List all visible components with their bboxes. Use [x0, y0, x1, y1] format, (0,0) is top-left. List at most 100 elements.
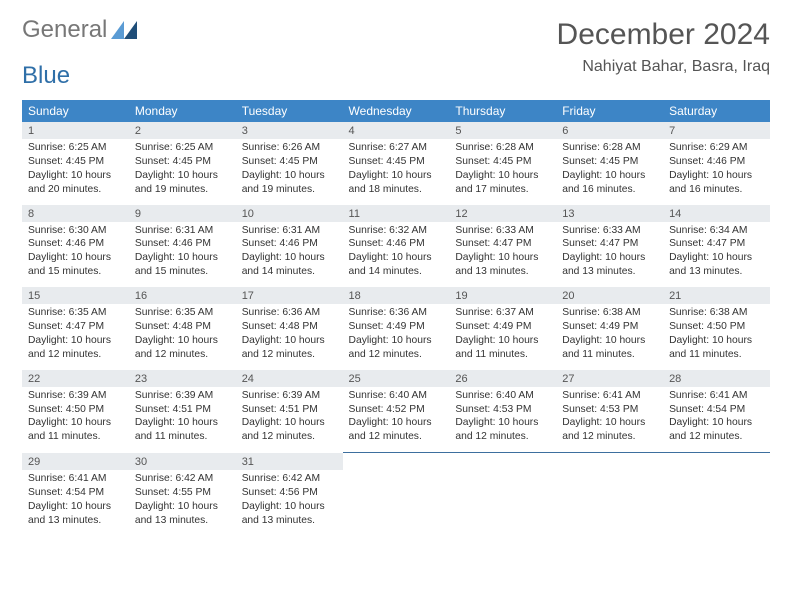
day-number-cell: 9 — [129, 205, 236, 222]
sunset-line: Sunset: 4:45 PM — [455, 155, 550, 169]
day-detail-cell — [556, 470, 663, 536]
daylight-line: Daylight: 10 hours and 12 minutes. — [669, 416, 764, 444]
day-detail-cell: Sunrise: 6:33 AMSunset: 4:47 PMDaylight:… — [449, 222, 556, 288]
day-detail-cell: Sunrise: 6:39 AMSunset: 4:51 PMDaylight:… — [129, 387, 236, 453]
sunset-line: Sunset: 4:45 PM — [135, 155, 230, 169]
sunset-line: Sunset: 4:46 PM — [349, 237, 444, 251]
day-detail-cell — [663, 470, 770, 536]
day-number-cell: 13 — [556, 205, 663, 222]
sunset-line: Sunset: 4:54 PM — [28, 486, 123, 500]
daylight-line: Daylight: 10 hours and 13 minutes. — [562, 251, 657, 279]
weekday-header: Tuesday — [236, 100, 343, 122]
day-number-row: 1234567 — [22, 122, 770, 139]
daylight-line: Daylight: 10 hours and 12 minutes. — [242, 416, 337, 444]
day-number-cell: 20 — [556, 287, 663, 304]
daylight-line: Daylight: 10 hours and 13 minutes. — [242, 500, 337, 528]
month-title: December 2024 — [557, 18, 770, 52]
sunrise-line: Sunrise: 6:36 AM — [349, 306, 444, 320]
sunrise-line: Sunrise: 6:27 AM — [349, 141, 444, 155]
sunset-line: Sunset: 4:54 PM — [669, 403, 764, 417]
sunrise-line: Sunrise: 6:39 AM — [28, 389, 123, 403]
day-detail-cell: Sunrise: 6:42 AMSunset: 4:56 PMDaylight:… — [236, 470, 343, 536]
sunset-line: Sunset: 4:50 PM — [669, 320, 764, 334]
day-number-row: 15161718192021 — [22, 287, 770, 304]
day-number-row: 293031 — [22, 453, 770, 471]
daylight-line: Daylight: 10 hours and 14 minutes. — [242, 251, 337, 279]
sunrise-line: Sunrise: 6:34 AM — [669, 224, 764, 238]
day-number-cell: 14 — [663, 205, 770, 222]
sunrise-line: Sunrise: 6:38 AM — [669, 306, 764, 320]
day-detail-cell: Sunrise: 6:35 AMSunset: 4:48 PMDaylight:… — [129, 304, 236, 370]
day-detail-cell: Sunrise: 6:40 AMSunset: 4:53 PMDaylight:… — [449, 387, 556, 453]
daylight-line: Daylight: 10 hours and 12 minutes. — [455, 416, 550, 444]
daylight-line: Daylight: 10 hours and 13 minutes. — [28, 500, 123, 528]
daylight-line: Daylight: 10 hours and 12 minutes. — [349, 334, 444, 362]
sunset-line: Sunset: 4:45 PM — [349, 155, 444, 169]
sunset-line: Sunset: 4:45 PM — [28, 155, 123, 169]
day-number-cell: 26 — [449, 370, 556, 387]
day-detail-cell: Sunrise: 6:41 AMSunset: 4:54 PMDaylight:… — [22, 470, 129, 536]
day-detail-cell: Sunrise: 6:27 AMSunset: 4:45 PMDaylight:… — [343, 139, 450, 205]
weekday-header: Saturday — [663, 100, 770, 122]
day-detail-cell: Sunrise: 6:33 AMSunset: 4:47 PMDaylight:… — [556, 222, 663, 288]
day-detail-cell — [449, 470, 556, 536]
logo-word-general: General — [22, 18, 107, 42]
day-number-cell: 30 — [129, 453, 236, 471]
weekday-header: Thursday — [449, 100, 556, 122]
title-block: December 2024 Nahiyat Bahar, Basra, Iraq — [557, 18, 770, 76]
day-detail-cell: Sunrise: 6:39 AMSunset: 4:50 PMDaylight:… — [22, 387, 129, 453]
day-number-cell — [343, 453, 450, 471]
sunset-line: Sunset: 4:46 PM — [242, 237, 337, 251]
calendar-table: Sunday Monday Tuesday Wednesday Thursday… — [22, 100, 770, 536]
sunrise-line: Sunrise: 6:32 AM — [349, 224, 444, 238]
daylight-line: Daylight: 10 hours and 16 minutes. — [669, 169, 764, 197]
day-number-cell: 27 — [556, 370, 663, 387]
daylight-line: Daylight: 10 hours and 11 minutes. — [562, 334, 657, 362]
sunrise-line: Sunrise: 6:33 AM — [455, 224, 550, 238]
daylight-line: Daylight: 10 hours and 11 minutes. — [669, 334, 764, 362]
sunrise-line: Sunrise: 6:29 AM — [669, 141, 764, 155]
sunset-line: Sunset: 4:53 PM — [455, 403, 550, 417]
weekday-header-row: Sunday Monday Tuesday Wednesday Thursday… — [22, 100, 770, 122]
day-detail-cell: Sunrise: 6:42 AMSunset: 4:55 PMDaylight:… — [129, 470, 236, 536]
day-detail-cell: Sunrise: 6:25 AMSunset: 4:45 PMDaylight:… — [22, 139, 129, 205]
daylight-line: Daylight: 10 hours and 11 minutes. — [28, 416, 123, 444]
daylight-line: Daylight: 10 hours and 14 minutes. — [349, 251, 444, 279]
sunset-line: Sunset: 4:48 PM — [242, 320, 337, 334]
sunset-line: Sunset: 4:51 PM — [242, 403, 337, 417]
daylight-line: Daylight: 10 hours and 12 minutes. — [28, 334, 123, 362]
day-number-cell — [449, 453, 556, 471]
sunrise-line: Sunrise: 6:25 AM — [135, 141, 230, 155]
sunrise-line: Sunrise: 6:42 AM — [135, 472, 230, 486]
daylight-line: Daylight: 10 hours and 12 minutes. — [242, 334, 337, 362]
logo-word-blue: Blue — [22, 62, 70, 89]
sunrise-line: Sunrise: 6:39 AM — [242, 389, 337, 403]
day-detail-cell: Sunrise: 6:36 AMSunset: 4:49 PMDaylight:… — [343, 304, 450, 370]
sunrise-line: Sunrise: 6:38 AM — [562, 306, 657, 320]
day-number-cell — [556, 453, 663, 471]
sunset-line: Sunset: 4:53 PM — [562, 403, 657, 417]
sunrise-line: Sunrise: 6:41 AM — [562, 389, 657, 403]
day-detail-cell: Sunrise: 6:39 AMSunset: 4:51 PMDaylight:… — [236, 387, 343, 453]
sunrise-line: Sunrise: 6:28 AM — [455, 141, 550, 155]
day-number-cell: 4 — [343, 122, 450, 139]
day-detail-row: Sunrise: 6:30 AMSunset: 4:46 PMDaylight:… — [22, 222, 770, 288]
sunrise-line: Sunrise: 6:25 AM — [28, 141, 123, 155]
sunset-line: Sunset: 4:45 PM — [242, 155, 337, 169]
day-detail-cell: Sunrise: 6:41 AMSunset: 4:54 PMDaylight:… — [663, 387, 770, 453]
sunset-line: Sunset: 4:47 PM — [562, 237, 657, 251]
day-number-cell: 18 — [343, 287, 450, 304]
daylight-line: Daylight: 10 hours and 12 minutes. — [349, 416, 444, 444]
sunset-line: Sunset: 4:51 PM — [135, 403, 230, 417]
sunset-line: Sunset: 4:48 PM — [135, 320, 230, 334]
daylight-line: Daylight: 10 hours and 13 minutes. — [455, 251, 550, 279]
day-detail-cell: Sunrise: 6:41 AMSunset: 4:53 PMDaylight:… — [556, 387, 663, 453]
day-detail-cell: Sunrise: 6:32 AMSunset: 4:46 PMDaylight:… — [343, 222, 450, 288]
day-detail-cell: Sunrise: 6:31 AMSunset: 4:46 PMDaylight:… — [129, 222, 236, 288]
daylight-line: Daylight: 10 hours and 13 minutes. — [135, 500, 230, 528]
day-number-cell: 17 — [236, 287, 343, 304]
day-detail-cell: Sunrise: 6:29 AMSunset: 4:46 PMDaylight:… — [663, 139, 770, 205]
sunrise-line: Sunrise: 6:30 AM — [28, 224, 123, 238]
day-number-cell: 31 — [236, 453, 343, 471]
weekday-header: Sunday — [22, 100, 129, 122]
